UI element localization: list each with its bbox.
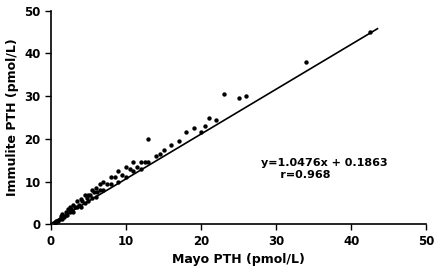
Point <box>62 209 70 214</box>
Point <box>130 160 137 165</box>
Point <box>56 217 63 221</box>
Point <box>141 160 148 165</box>
Point <box>156 152 163 156</box>
Point <box>79 199 86 203</box>
Point <box>55 219 62 223</box>
X-axis label: Mayo PTH (pmol/L): Mayo PTH (pmol/L) <box>172 254 305 267</box>
Point <box>183 130 190 135</box>
Point <box>111 175 118 180</box>
Point <box>100 180 107 184</box>
Point <box>100 188 107 192</box>
Point <box>122 175 129 180</box>
Point <box>96 188 103 192</box>
Point <box>85 199 92 203</box>
Point <box>66 210 73 215</box>
Point <box>175 139 182 143</box>
Point <box>168 143 175 147</box>
Point <box>91 190 98 194</box>
Point <box>205 115 212 120</box>
Point <box>220 92 227 96</box>
Point <box>235 96 242 100</box>
Point <box>201 124 208 128</box>
Point <box>57 214 64 218</box>
Point <box>77 205 84 209</box>
Y-axis label: Immulite PTH (pmol/L): Immulite PTH (pmol/L) <box>6 39 18 196</box>
Point <box>96 182 103 186</box>
Point <box>137 167 144 171</box>
Point <box>71 205 78 209</box>
Point <box>89 188 96 192</box>
Point <box>70 209 77 214</box>
Point <box>64 213 71 217</box>
Point <box>81 192 88 197</box>
Point <box>85 192 92 197</box>
Point <box>130 169 137 173</box>
Point <box>92 186 99 190</box>
Point <box>115 180 122 184</box>
Point <box>122 165 129 169</box>
Point <box>76 203 83 207</box>
Point <box>107 182 114 186</box>
Point <box>160 147 167 152</box>
Point <box>213 118 220 122</box>
Point <box>303 60 310 64</box>
Point <box>59 212 66 216</box>
Point <box>198 130 205 135</box>
Point <box>94 190 101 194</box>
Point <box>134 165 141 169</box>
Text: y=1.0476x + 0.1863
     r=0.968: y=1.0476x + 0.1863 r=0.968 <box>261 158 388 180</box>
Point <box>89 196 96 200</box>
Point <box>86 192 93 197</box>
Point <box>68 209 75 213</box>
Point <box>81 201 88 205</box>
Point <box>61 215 68 219</box>
Point <box>73 199 81 203</box>
Point <box>53 219 60 223</box>
Point <box>153 154 160 158</box>
Point <box>126 167 133 171</box>
Point <box>92 194 99 199</box>
Point <box>137 160 144 165</box>
Point <box>62 213 70 217</box>
Point <box>119 173 126 177</box>
Point <box>115 169 122 173</box>
Point <box>68 207 75 212</box>
Point <box>242 94 249 98</box>
Point <box>59 217 66 221</box>
Point <box>66 205 73 209</box>
Point <box>104 182 111 186</box>
Point <box>145 137 152 141</box>
Point <box>107 175 114 180</box>
Point <box>65 207 72 212</box>
Point <box>70 203 77 207</box>
Point <box>77 197 84 201</box>
Point <box>190 126 197 130</box>
Point <box>73 204 81 209</box>
Point <box>367 30 374 34</box>
Point <box>84 196 91 200</box>
Point <box>145 160 152 165</box>
Point <box>51 221 58 225</box>
